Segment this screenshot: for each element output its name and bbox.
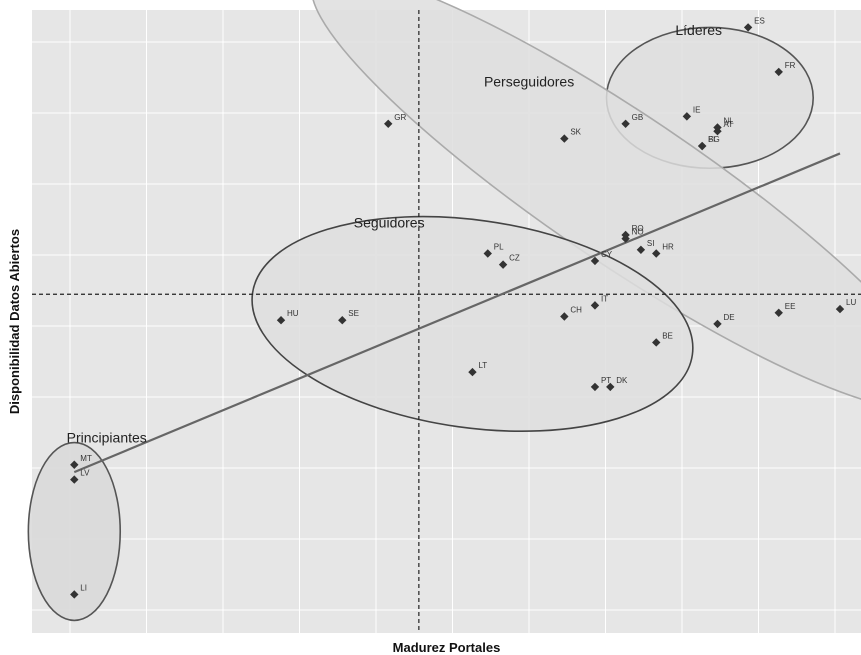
data-point-bg xyxy=(697,141,707,151)
data-point-fr xyxy=(774,67,783,77)
data-point-cz xyxy=(498,260,508,269)
data-point-pt xyxy=(590,382,600,392)
data-point-es xyxy=(743,23,753,32)
data-label-cy: CY xyxy=(601,250,613,259)
data-point-hu xyxy=(276,316,286,325)
data-label-nl: NL xyxy=(723,116,734,125)
data-point-ch xyxy=(560,312,569,321)
data-label-fr: FR xyxy=(785,61,796,70)
cluster-ellipse xyxy=(27,441,122,622)
data-label-hu: HU xyxy=(287,309,299,318)
data-point-it xyxy=(590,301,600,310)
data-label-at: AT xyxy=(723,120,733,129)
data-point-at xyxy=(713,126,722,136)
data-label-fi: FI xyxy=(708,135,715,144)
cluster-label: Líderes xyxy=(675,22,722,38)
data-label-es: ES xyxy=(754,16,765,25)
cluster-label: Perseguidores xyxy=(484,74,574,90)
data-label-li: LI xyxy=(80,583,87,592)
cluster-label: Seguidores xyxy=(354,215,425,231)
data-label-gr: GR xyxy=(394,113,406,122)
data-point-se xyxy=(338,316,347,325)
data-point-cy xyxy=(590,256,600,266)
data-label-dk: DK xyxy=(616,376,628,385)
data-label-no: NO xyxy=(632,228,644,237)
y-axis-label-wrap: Disponibilidad Datos Abiertos xyxy=(4,10,26,633)
data-label-pl: PL xyxy=(494,242,504,251)
data-point-de xyxy=(713,319,722,329)
data-point-mt xyxy=(70,460,79,469)
data-point-si xyxy=(636,245,646,254)
data-label-si: SI xyxy=(647,239,655,248)
data-label-mt: MT xyxy=(80,454,92,463)
reference-lines xyxy=(32,10,861,633)
cluster-ellipses xyxy=(27,0,861,622)
data-label-lt: LT xyxy=(478,361,487,370)
data-label-pt: PT xyxy=(601,376,611,385)
data-point-lu xyxy=(835,304,845,314)
data-label-se: SE xyxy=(348,309,359,318)
data-label-sk: SK xyxy=(570,128,581,137)
cluster-labels: Líderes Perseguidores Seguidores Principian… xyxy=(67,22,722,446)
data-label-ie: IE xyxy=(693,105,701,114)
data-label-it: IT xyxy=(601,294,608,303)
data-point-hr xyxy=(652,249,661,258)
data-label-hr: HR xyxy=(662,242,674,251)
data-point-lv xyxy=(70,475,79,484)
data-point-ee xyxy=(774,308,783,317)
data-label-cz: CZ xyxy=(509,254,520,263)
trend-line-segment xyxy=(73,152,841,474)
data-label-bg: BG xyxy=(708,135,720,144)
data-point-gr xyxy=(384,119,393,128)
data-label-gb: GB xyxy=(632,113,644,122)
trend-line xyxy=(73,152,841,474)
data-point-dk xyxy=(606,382,615,392)
data-point-ie xyxy=(682,112,692,121)
data-label-ro: RO xyxy=(632,224,644,233)
y-axis-label: Disponibilidad Datos Abiertos xyxy=(7,228,23,415)
data-label-ee: EE xyxy=(785,302,796,311)
data-point-li xyxy=(70,590,79,599)
cluster-label: Principiantes xyxy=(67,430,147,446)
data-point-pl xyxy=(483,249,492,258)
x-axis-label: Madurez Portales xyxy=(392,640,501,655)
data-label-ch: CH xyxy=(570,306,582,315)
data-label-be: BE xyxy=(662,331,673,340)
data-point-sk xyxy=(560,134,569,143)
data-point-lt xyxy=(468,367,477,377)
data-point-no xyxy=(621,234,630,243)
data-point-be xyxy=(652,338,661,347)
data-point-gb xyxy=(621,119,630,128)
data-label-lv: LV xyxy=(80,469,90,478)
data-label-lu: LU xyxy=(846,298,856,307)
cluster-ellipse xyxy=(251,215,694,433)
data-label-de: DE xyxy=(723,313,734,322)
